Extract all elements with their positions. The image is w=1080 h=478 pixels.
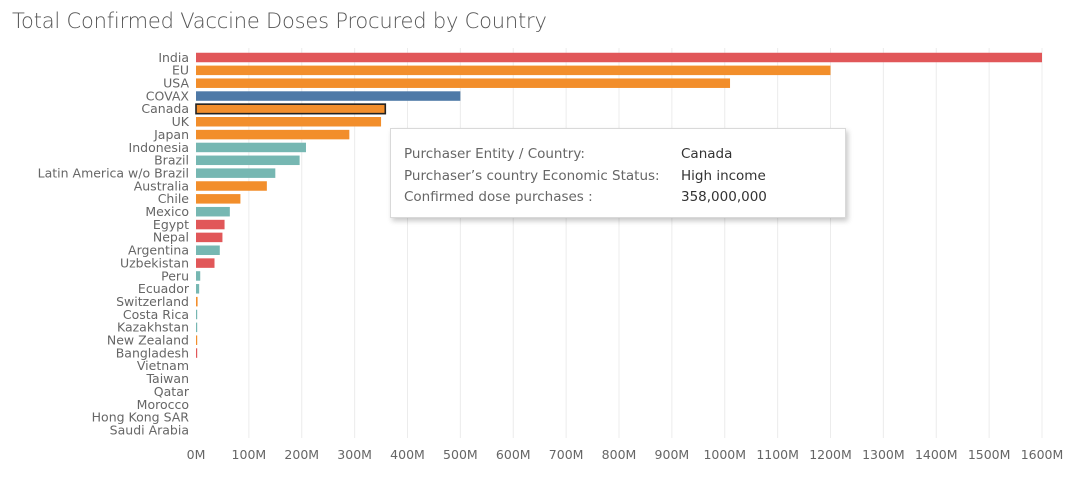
category-label-chile: Chile <box>158 191 190 206</box>
x-tick-label: 500M <box>443 447 478 462</box>
category-label-taiwan: Taiwan <box>145 371 189 386</box>
category-label-hong-kong-sar: Hong Kong SAR <box>92 410 190 425</box>
category-label-nepal: Nepal <box>153 230 189 245</box>
bar-covax[interactable] <box>196 91 461 101</box>
category-label-new-zealand: New Zealand <box>107 333 189 348</box>
x-tick-label: 1600M <box>1021 447 1064 462</box>
category-label-ecuador: Ecuador <box>138 281 190 296</box>
x-tick-label: 600M <box>496 447 531 462</box>
bar-usa[interactable] <box>196 78 731 88</box>
bar-mexico[interactable] <box>196 206 230 217</box>
x-tick-label: 1500M <box>968 447 1011 462</box>
category-label-uzbekistan: Uzbekistan <box>120 255 189 270</box>
bar-egypt[interactable] <box>196 219 225 230</box>
category-label-egypt: Egypt <box>153 217 189 232</box>
x-tick-label: 1300M <box>862 447 905 462</box>
x-tick-label: 900M <box>655 447 690 462</box>
bar-indonesia[interactable] <box>196 142 306 153</box>
x-tick-label: 1200M <box>809 447 852 462</box>
category-label-saudi-arabia: Saudi Arabia <box>110 422 189 437</box>
x-tick-label: 400M <box>390 447 425 462</box>
bar-latin-america-w-o-brazil[interactable] <box>196 168 276 178</box>
category-label-japan: Japan <box>153 127 189 142</box>
x-tick-label: 700M <box>549 447 584 462</box>
category-label-qatar: Qatar <box>154 384 190 399</box>
tooltip-economic-status-label: Purchaser’s country Economic Status: <box>404 168 660 184</box>
bar-brazil[interactable] <box>196 155 300 166</box>
category-label-canada: Canada <box>141 101 189 116</box>
bar-chile[interactable] <box>196 194 241 204</box>
category-label-australia: Australia <box>134 178 189 193</box>
category-label-kazakhstan: Kazakhstan <box>117 320 189 335</box>
category-label-uk: UK <box>172 114 190 129</box>
bar-australia[interactable] <box>196 181 267 191</box>
x-tick-label: 200M <box>284 447 319 462</box>
category-label-india: India <box>158 50 189 65</box>
x-tick-label: 1100M <box>756 447 799 462</box>
x-tick-label: 800M <box>602 447 637 462</box>
category-label-argentina: Argentina <box>128 243 189 258</box>
category-label-brazil: Brazil <box>154 153 189 168</box>
tooltip-dose-purchases-value: 358,000,000 <box>681 189 767 205</box>
category-labels: IndiaEUUSACOVAXCanadaUKJapanIndonesiaBra… <box>38 50 190 438</box>
bar-ecuador[interactable] <box>196 284 200 294</box>
x-tick-label: 1400M <box>915 447 958 462</box>
bar-eu[interactable] <box>196 65 831 76</box>
category-label-latin-america-w-o-brazil: Latin America w/o Brazil <box>38 165 189 180</box>
tooltip-country-value: Canada <box>681 146 733 162</box>
bars <box>195 52 1042 358</box>
bar-uzbekistan[interactable] <box>196 258 215 268</box>
category-label-vietnam: Vietnam <box>137 358 189 373</box>
category-label-peru: Peru <box>161 268 189 283</box>
bar-new-zealand[interactable] <box>196 335 198 345</box>
category-label-bangladesh: Bangladesh <box>116 345 189 360</box>
bar-canada[interactable] <box>195 103 387 115</box>
category-label-switzerland: Switzerland <box>116 294 189 309</box>
bar-costa-rica[interactable] <box>196 309 198 320</box>
x-tick-label: 300M <box>337 447 372 462</box>
chart-title: Total Confirmed Vaccine Doses Procured b… <box>12 9 547 33</box>
bar-india[interactable] <box>196 52 1042 63</box>
bar-nepal[interactable] <box>196 232 223 243</box>
bar-japan[interactable] <box>196 129 350 140</box>
category-label-usa: USA <box>163 76 189 91</box>
bar-argentina[interactable] <box>196 245 220 256</box>
x-tick-label: 1000M <box>703 447 746 462</box>
tooltip: Purchaser Entity / Country: Canada Purch… <box>390 128 846 218</box>
category-label-covax: COVAX <box>146 88 190 103</box>
x-tick-label: 100M <box>232 447 267 462</box>
bar-kazakhstan[interactable] <box>196 322 198 333</box>
tooltip-dose-purchases-label: Confirmed dose purchases : <box>404 189 593 205</box>
bar-bangladesh[interactable] <box>196 348 198 358</box>
category-label-costa-rica: Costa Rica <box>123 307 189 322</box>
x-axis-ticks: 0M 100M 200M 300M 400M 500M 600M 700M 800M 900M 10… <box>187 447 1064 462</box>
category-label-mexico: Mexico <box>145 204 189 219</box>
category-label-eu: EU <box>172 63 189 78</box>
category-label-indonesia: Indonesia <box>129 140 189 155</box>
x-tick-label: 0M <box>187 447 206 462</box>
bar-peru[interactable] <box>196 271 201 281</box>
tooltip-country-label: Purchaser Entity / Country: <box>404 146 585 162</box>
category-label-morocco: Morocco <box>137 397 189 412</box>
bar-uk[interactable] <box>196 117 382 127</box>
bar-switzerland[interactable] <box>196 296 198 307</box>
tooltip-economic-status-value: High income <box>681 168 766 184</box>
